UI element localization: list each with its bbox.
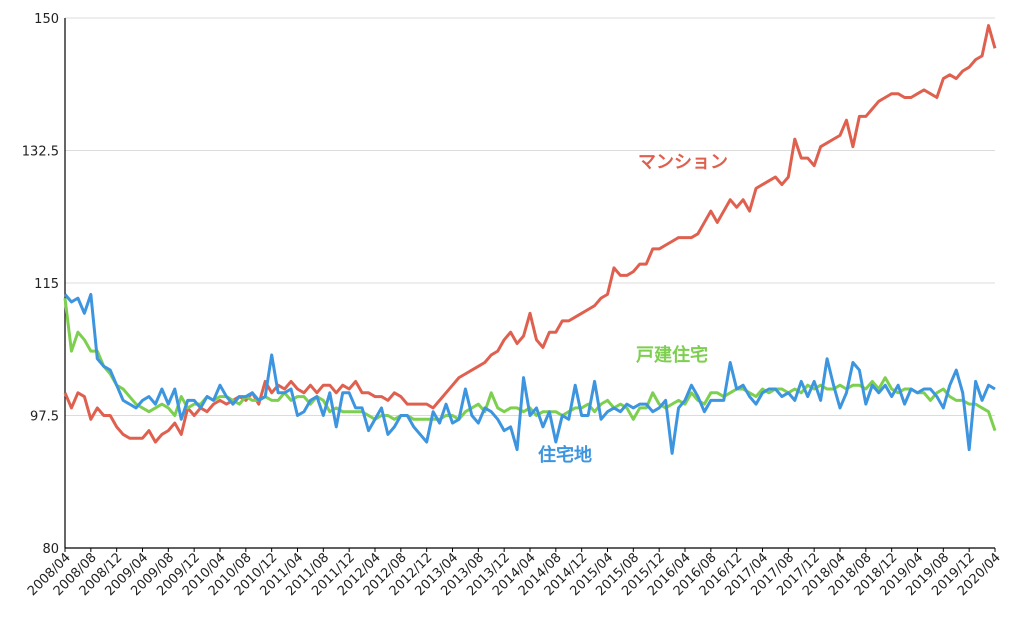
y-tick-label: 97.5 bbox=[30, 410, 59, 425]
series-label: 戸建住宅 bbox=[636, 344, 708, 366]
y-tick-label: 115 bbox=[34, 277, 59, 292]
series-label: 住宅地 bbox=[538, 444, 592, 466]
series-line bbox=[63, 24, 997, 444]
y-tick-label: 132.5 bbox=[22, 145, 59, 160]
series-line bbox=[63, 292, 996, 455]
y-tick-label: 80 bbox=[42, 542, 59, 557]
y-tick-label: 150 bbox=[34, 12, 59, 27]
series-label: マンション bbox=[638, 152, 728, 173]
